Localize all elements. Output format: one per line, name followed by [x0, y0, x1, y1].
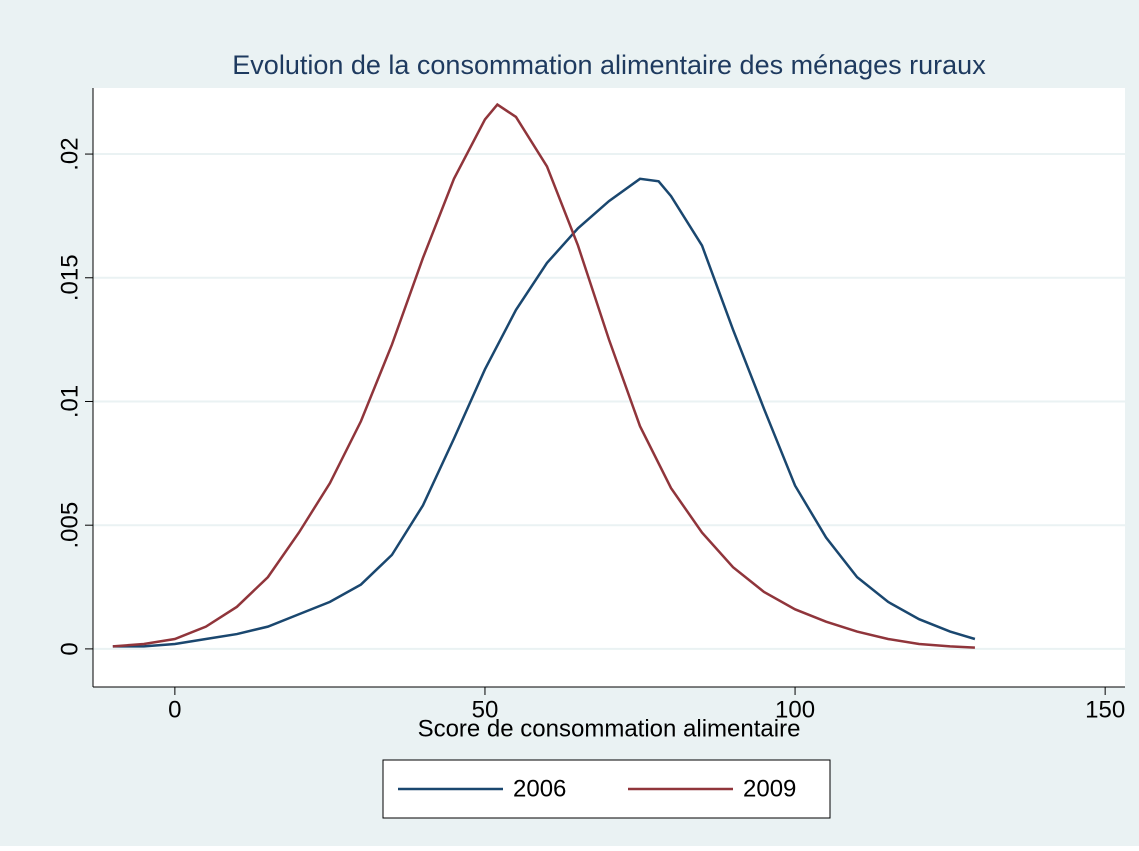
y-tick-label: .02 [56, 137, 83, 170]
x-axis-label: Score de consommation alimentaire [418, 715, 801, 742]
legend-label: 2006 [513, 775, 566, 802]
line-series [112, 177, 976, 648]
y-tick-label: .005 [56, 502, 83, 549]
x-tick-label: 0 [168, 696, 181, 723]
line-series [112, 102, 975, 649]
x-tick-label: 50 [472, 696, 499, 723]
chart-title: Evolution de la consommation alimentaire… [232, 50, 986, 80]
y-tick-label: .015 [56, 254, 83, 301]
x-tick-label: 150 [1085, 696, 1125, 723]
y-tick-label: .01 [56, 385, 83, 418]
plot-area [93, 88, 1125, 687]
legend-label: 2009 [743, 775, 796, 802]
x-tick-label: 100 [775, 696, 815, 723]
y-tick-label: 0 [56, 642, 83, 655]
